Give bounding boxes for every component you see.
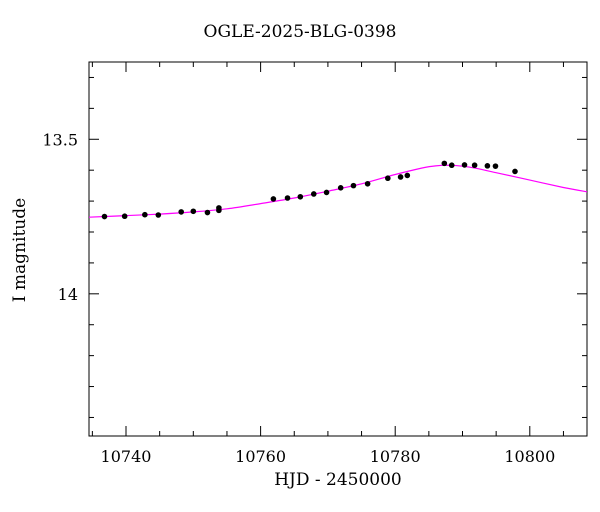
- data-point: [337, 185, 344, 191]
- data-point: [155, 212, 162, 218]
- data-point: [385, 175, 391, 182]
- model-curve-layer: [89, 164, 587, 218]
- data-point: [441, 160, 448, 167]
- data-point: [297, 193, 304, 200]
- data-point: [492, 163, 499, 169]
- data-point: [121, 213, 128, 220]
- data-point: [101, 213, 108, 220]
- data-point: [471, 162, 478, 169]
- x-tick-label: 10760: [235, 447, 286, 466]
- x-tick-label: 10740: [101, 447, 152, 466]
- tick-labels: 10740 10760 10780 10800 13.5 14: [42, 130, 555, 466]
- data-point: [270, 196, 277, 202]
- data-point: [404, 172, 411, 179]
- data-point: [190, 208, 197, 215]
- data-point: [512, 168, 518, 175]
- data-point: [484, 163, 491, 169]
- data-point: [216, 205, 222, 211]
- data-point: [310, 191, 317, 197]
- data-point: [364, 180, 371, 187]
- data-point: [178, 209, 184, 215]
- data-points-layer: [101, 160, 518, 220]
- data-point: [448, 162, 455, 169]
- y-tick-label: 13.5: [42, 130, 78, 149]
- x-tick-label: 10780: [370, 447, 421, 466]
- chart-title: OGLE-2025-BLG-0398: [203, 22, 397, 42]
- data-point: [397, 174, 404, 180]
- data-point: [142, 211, 148, 218]
- plot-frame: [88, 61, 588, 437]
- data-point: [323, 189, 330, 196]
- model-curve: [89, 164, 587, 218]
- x-axis-label: HJD - 2450000: [274, 470, 402, 490]
- data-point: [350, 182, 357, 189]
- data-point: [204, 209, 211, 216]
- data-point: [284, 195, 291, 201]
- axis-ticks: [89, 62, 587, 436]
- x-tick-label: 10800: [504, 447, 555, 466]
- y-tick-label: 14: [58, 285, 78, 304]
- data-point: [461, 162, 468, 168]
